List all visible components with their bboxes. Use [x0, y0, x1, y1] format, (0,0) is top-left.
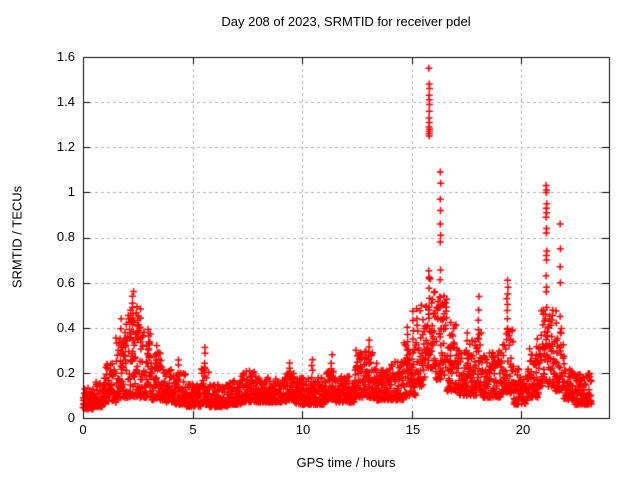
y-tick-label: 0.2: [56, 365, 75, 380]
x-axis-label: GPS time / hours: [296, 455, 396, 470]
x-tick-label: 20: [515, 422, 531, 437]
y-tick-label: 0.8: [56, 229, 75, 244]
y-tick-label: 1.4: [56, 94, 75, 109]
y-tick-label: 0.6: [56, 275, 75, 290]
x-tick-label: 10: [295, 422, 311, 437]
x-tick-label: 0: [79, 422, 87, 437]
y-tick-label: 0.4: [56, 320, 75, 335]
chart-title: Day 208 of 2023, SRMTID for receiver pde…: [221, 14, 471, 29]
x-tick-label: 15: [405, 422, 421, 437]
x-tick-label: 5: [189, 422, 197, 437]
y-axis-label: SRMTID / TECUs: [9, 185, 25, 289]
y-tick-label: 1.2: [56, 139, 75, 154]
y-tick-label: 1.6: [56, 49, 75, 64]
y-tick-label: 1: [67, 184, 75, 199]
y-tick-label: 0: [67, 410, 75, 425]
